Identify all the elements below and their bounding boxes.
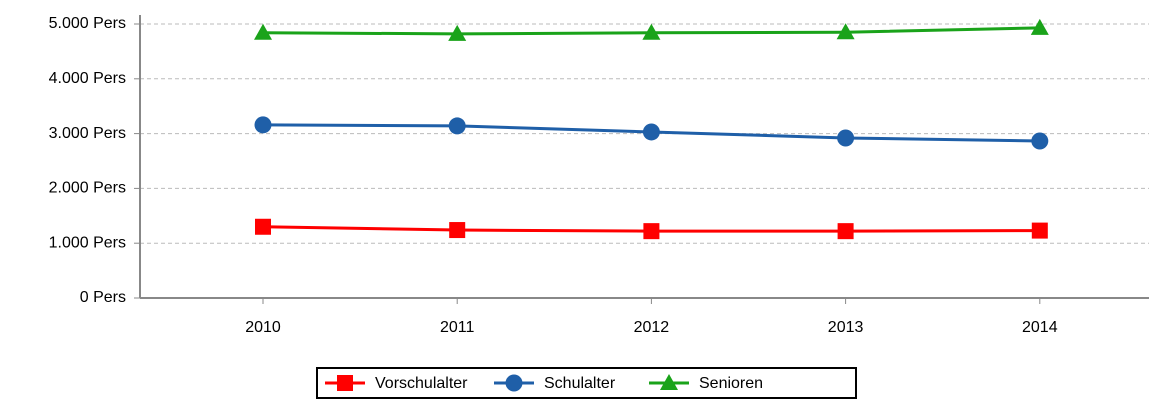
legend-label: Senioren <box>699 375 763 392</box>
marker <box>254 23 272 40</box>
x-tick-label: 2014 <box>1022 319 1058 336</box>
legend-box <box>316 367 857 399</box>
marker <box>1031 132 1049 150</box>
marker <box>642 23 661 40</box>
y-tick-label: 3.000 Pers <box>49 125 126 142</box>
marker <box>837 129 855 147</box>
legend-label: Schulalter <box>544 375 616 392</box>
marker <box>643 223 660 240</box>
marker <box>254 116 272 134</box>
x-tick-label: 2013 <box>828 319 864 336</box>
marker <box>660 374 678 390</box>
marker <box>1030 18 1049 35</box>
marker <box>255 218 271 235</box>
y-tick-label: 4.000 Pers <box>49 70 126 87</box>
y-tick-label: 1.000 Pers <box>49 234 126 251</box>
marker <box>448 117 466 135</box>
x-tick-label: 2011 <box>440 319 475 336</box>
marker <box>337 375 353 391</box>
x-tick-label: 2010 <box>245 319 281 336</box>
marker <box>1031 222 1048 239</box>
y-tick-label: 2.000 Pers <box>49 180 126 197</box>
marker <box>449 222 466 239</box>
marker <box>505 374 523 392</box>
marker <box>836 23 855 40</box>
marker <box>448 24 467 41</box>
x-tick-label: 2012 <box>634 319 670 336</box>
y-tick-label: 5.000 Pers <box>49 15 126 32</box>
marker <box>642 123 660 141</box>
marker <box>837 223 854 240</box>
legend-label: Vorschulalter <box>375 375 468 392</box>
y-tick-label: 0 Pers <box>80 289 126 306</box>
